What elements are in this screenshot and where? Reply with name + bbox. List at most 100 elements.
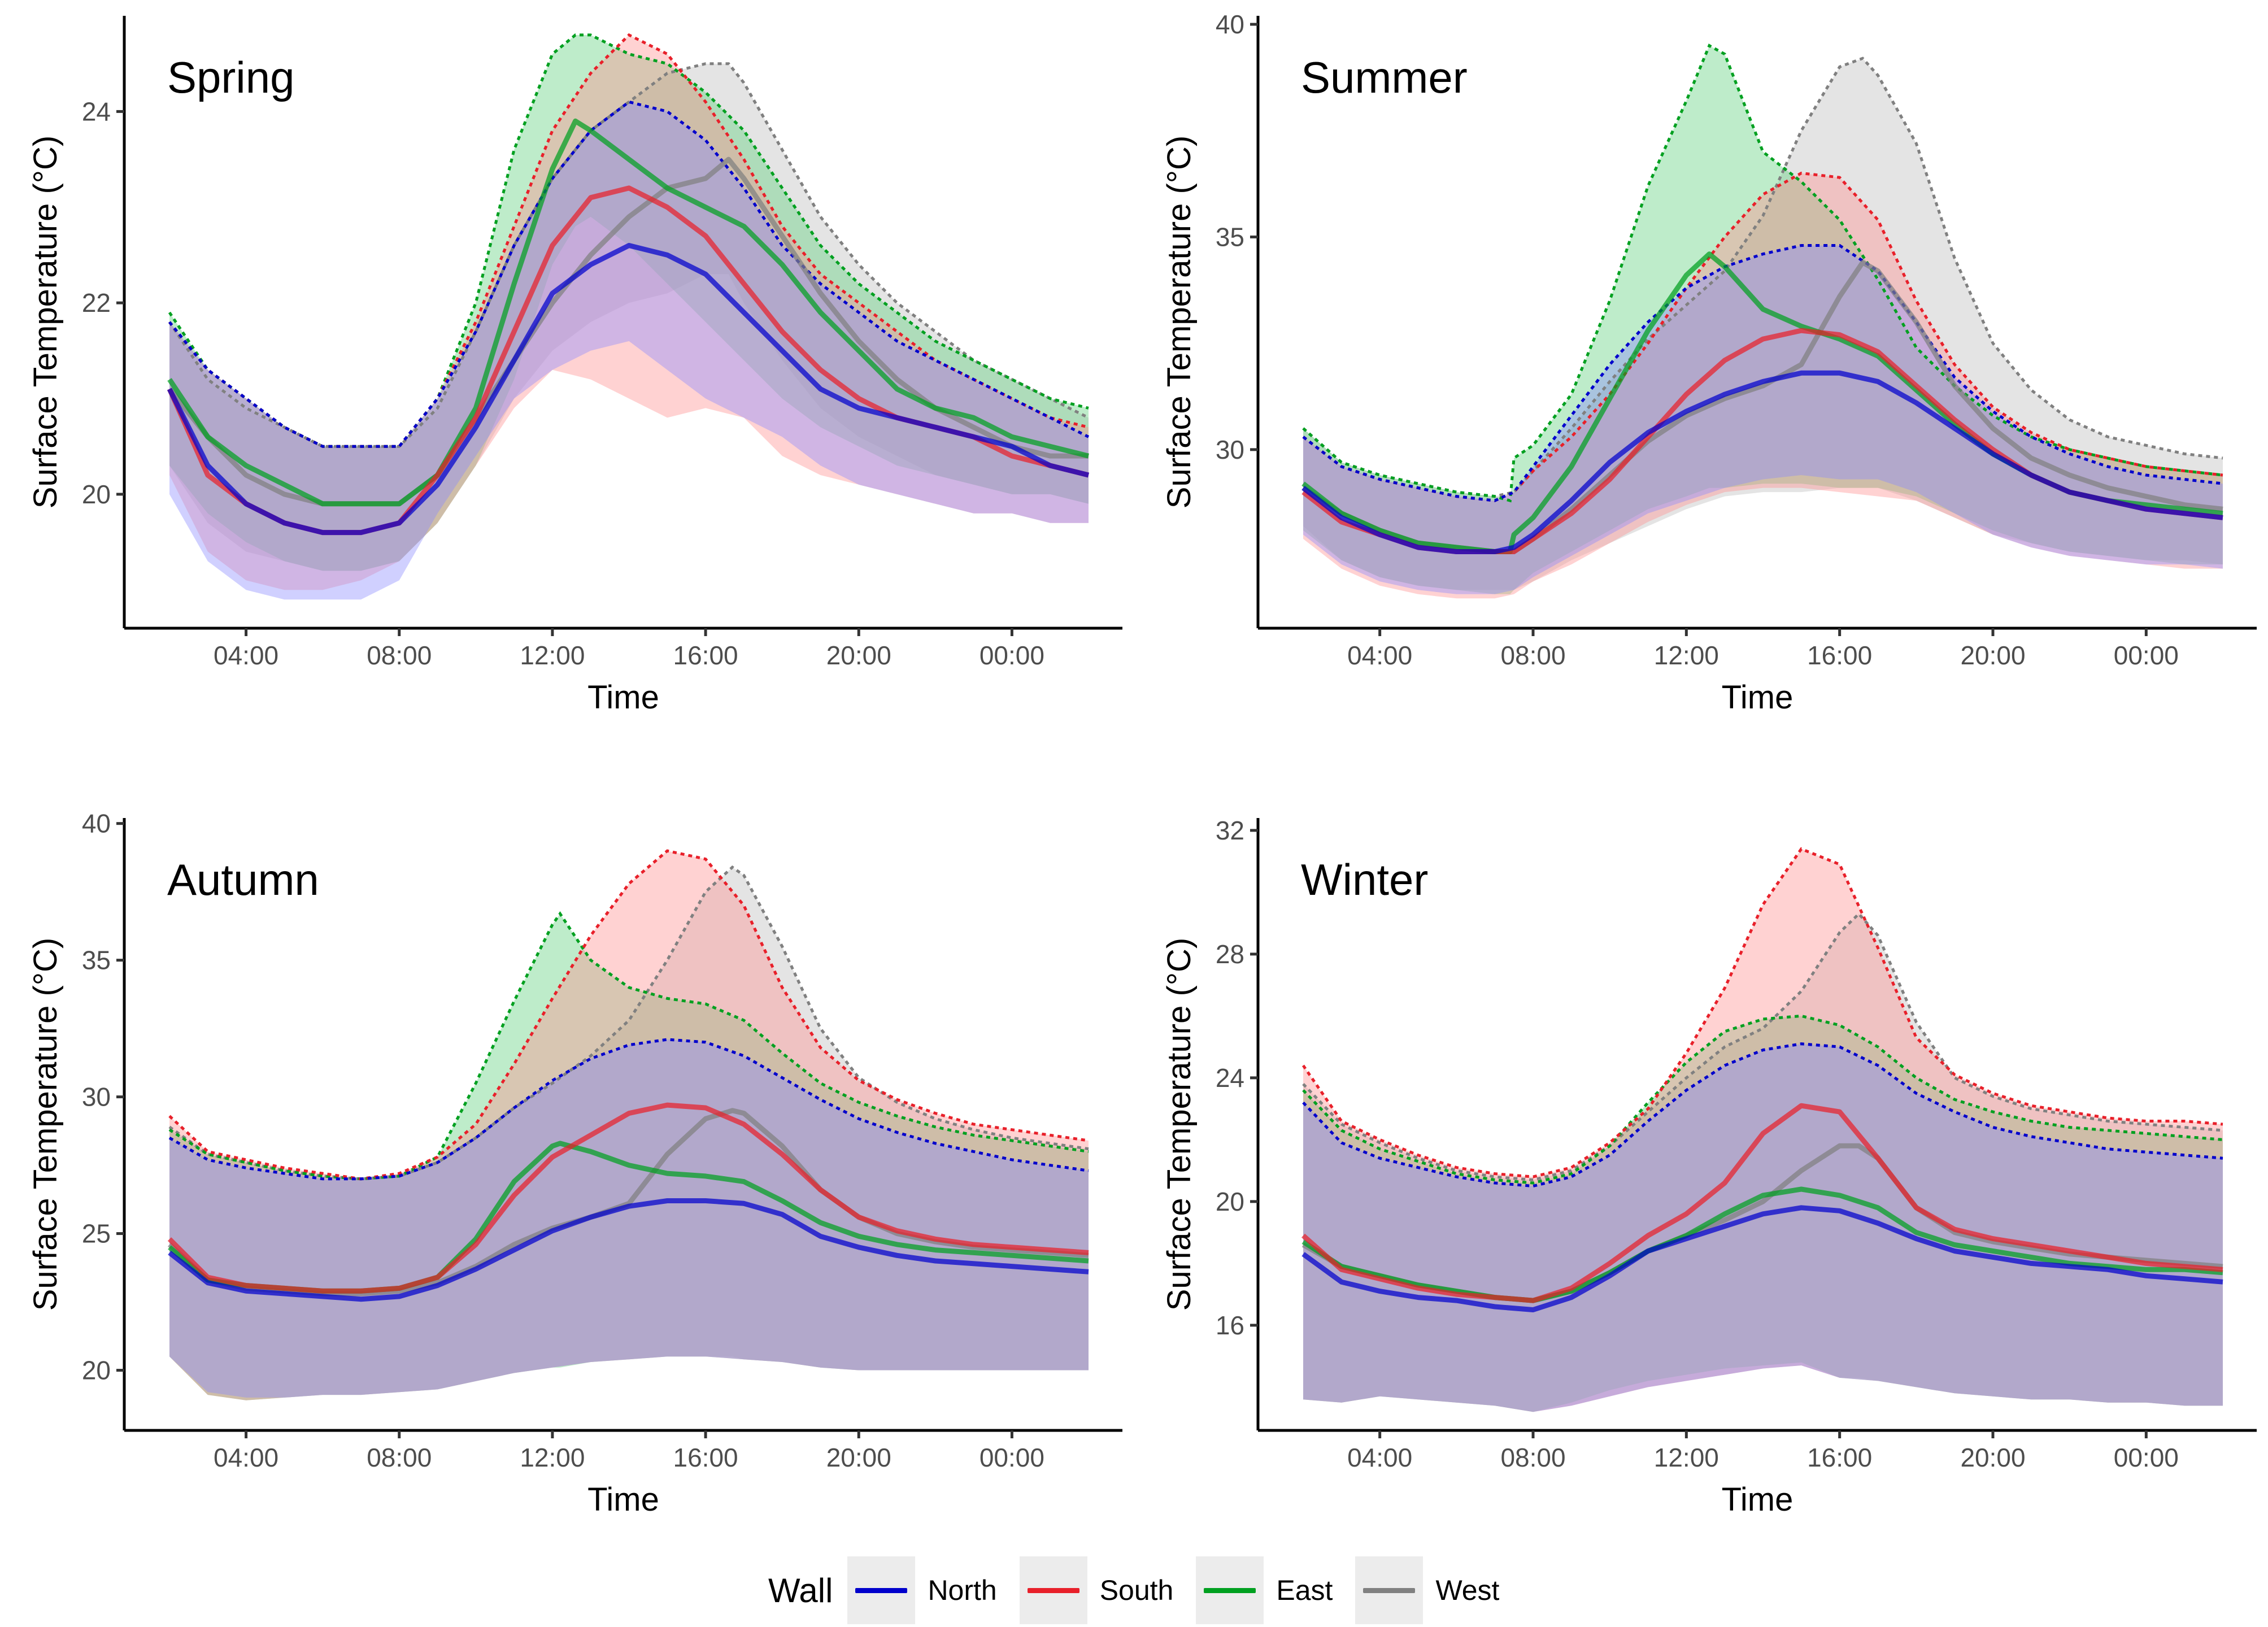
autumn-band-south [169,851,1089,1400]
legend-label-north: North [928,1574,997,1606]
autumn-band-north [169,1039,1089,1398]
autumn-mean-north [168,1198,1089,1302]
winter-y-axis-title: Surface Temperature (°C) [1161,938,1198,1311]
summer-upper-south [1302,171,2223,502]
summer-band-east [1303,45,2223,594]
spring-band-south [169,34,1089,590]
autumn-upper-west [168,865,1089,1181]
autumn-y-tick-label: 25 [82,1219,111,1248]
spring-y-tick-label: 22 [82,288,111,317]
winter-y-tick-label: 16 [1216,1311,1244,1340]
summer-x-tick-label: 16:00 [1807,641,1872,670]
spring-mean-north [167,243,1090,536]
autumn-upper-south [168,849,1089,1181]
autumn-upper-east [168,911,1089,1181]
winter-band-north [1303,1043,2223,1412]
autumn-y-tick-label: 30 [82,1082,111,1112]
winter-x-tick-label: 08:00 [1500,1443,1565,1472]
panel-winter: 16 20 24 28 32 04:00 08:00 12:00 16:00 20:00 00:00… [1134,802,2268,1537]
winter-y-tick-label: 32 [1216,816,1244,845]
spring-mean-east [167,118,1090,507]
legend-title: Wall [768,1571,833,1609]
legend-line-east [1204,1588,1256,1593]
winter-x-tick-label: 16:00 [1807,1443,1872,1472]
spring-x-tick-label: 00:00 [980,641,1044,670]
legend: Wall North South East West [768,1556,1522,1624]
spring-x-tick-label: 08:00 [367,641,432,670]
spring-band-east [169,34,1089,571]
autumn-y-tick-label: 20 [82,1356,111,1385]
winter-y-tick-label: 20 [1216,1187,1244,1216]
summer-y-tick-label: 35 [1216,222,1244,251]
winter-x-tick-label: 00:00 [2114,1443,2179,1472]
autumn-y-tick-label: 40 [82,809,111,838]
autumn-y-axis-title: Surface Temperature (°C) [27,938,64,1311]
legend-key-east [1196,1556,1264,1624]
legend-line-south [1027,1588,1079,1593]
spring-x-tick-label: 16:00 [673,641,738,670]
spring-y-axis-title: Surface Temperature (°C) [27,136,64,508]
autumn-x-tick-label: 00:00 [980,1443,1044,1472]
summer-x-tick-label: 20:00 [1960,641,2025,670]
autumn-upper-north [168,1038,1089,1181]
summer-y-tick-label: 30 [1216,435,1244,464]
panel-summer: 30 35 40 04:00 08:00 12:00 16:00 20:00 00:00 Time… [1134,0,2268,734]
summer-y-axis-title: Surface Temperature (°C) [1161,136,1198,508]
spring-y-tick-label: 24 [82,97,111,126]
spring-title: Spring [167,53,294,102]
summer-mean-north [1301,370,2223,554]
chart-summer: 30 35 40 04:00 08:00 12:00 16:00 20:00 00:00 Time… [1161,10,2257,716]
panel-autumn: 20 25 30 35 40 04:00 08:00 12:00 16:00 20:00 00:00… [0,802,1134,1537]
chart-spring: 20 22 24 04:00 08:00 12:00 16:00 20:00 00:00 Time… [27,16,1122,716]
summer-x-tick-label: 00:00 [2114,641,2179,670]
autumn-mean-west [167,1108,1089,1297]
autumn-x-tick-label: 16:00 [673,1443,738,1472]
summer-band-north [1303,245,2223,594]
autumn-band-east [169,913,1089,1400]
legend-key-west [1355,1556,1424,1624]
winter-mean-south [1301,1103,2223,1303]
summer-x-tick-label: 08:00 [1500,641,1565,670]
autumn-x-axis-title: Time [587,1481,659,1518]
legend-line-west [1363,1588,1416,1593]
summer-title: Summer [1301,53,1468,102]
panel-spring: 20 22 24 04:00 08:00 12:00 16:00 20:00 00:00 Time… [0,0,1134,734]
autumn-x-tick-label: 20:00 [826,1443,891,1472]
winter-title: Winter [1301,855,1428,904]
spring-upper-north [168,100,1090,448]
autumn-band-west [169,867,1089,1400]
summer-x-tick-label: 12:00 [1654,641,1719,670]
spring-y-tick-label: 20 [82,480,111,509]
chart-autumn: 20 25 30 35 40 04:00 08:00 12:00 16:00 20:00 00:00… [27,809,1122,1518]
winter-upper-west [1302,912,2223,1182]
summer-upper-north [1302,244,2223,502]
autumn-x-tick-label: 12:00 [520,1443,585,1472]
autumn-x-tick-label: 08:00 [367,1443,432,1472]
summer-upper-east [1302,43,2223,503]
legend-label-east: East [1276,1574,1333,1606]
winter-mean-east [1301,1186,2223,1303]
summer-x-tick-label: 04:00 [1347,641,1412,670]
winter-y-tick-label: 24 [1216,1063,1244,1093]
spring-x-tick-label: 20:00 [826,641,891,670]
winter-band-west [1303,913,2223,1412]
spring-x-tick-label: 04:00 [214,641,278,670]
autumn-y-tick-label: 35 [82,946,111,975]
winter-x-tick-label: 12:00 [1654,1443,1719,1472]
spring-x-tick-label: 12:00 [520,641,585,670]
autumn-title: Autumn [167,855,319,904]
legend-label-south: South [1099,1574,1174,1606]
legend-key-south [1019,1556,1087,1624]
autumn-x-tick-label: 04:00 [214,1443,278,1472]
winter-x-axis-title: Time [1722,1481,1793,1518]
legend-key-north [847,1556,916,1624]
winter-upper-north [1302,1042,2223,1188]
winter-upper-south [1301,847,2223,1178]
winter-mean-north [1301,1205,2223,1312]
winter-x-tick-label: 04:00 [1347,1443,1412,1472]
summer-band-west [1303,58,2223,590]
autumn-mean-south [167,1102,1089,1294]
summer-x-axis-title: Time [1722,679,1793,716]
legend-label-west: West [1435,1574,1500,1606]
